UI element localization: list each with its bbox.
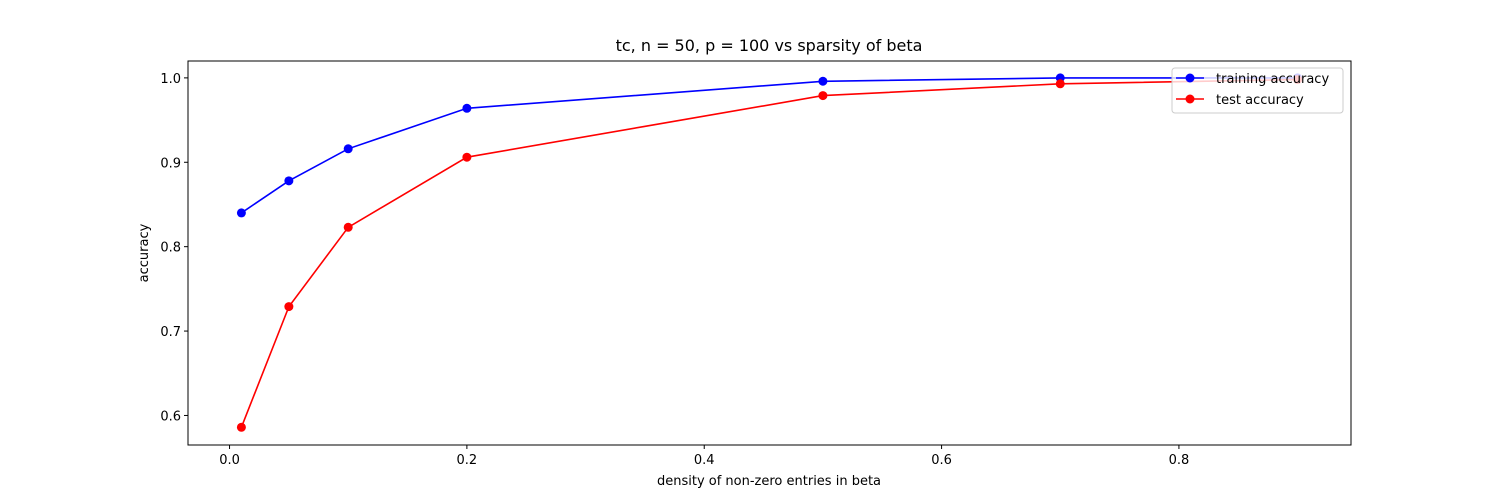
- plot-frame: [187, 60, 1352, 446]
- legend-label-test: test accuracy: [1216, 93, 1304, 108]
- y-tick-label: 0.8: [160, 241, 181, 256]
- data-point-training: [236, 208, 246, 218]
- legend-frame: [1171, 67, 1344, 114]
- data-point-test: [818, 91, 828, 101]
- data-point-test: [284, 302, 294, 312]
- plot-series: [236, 73, 1303, 432]
- data-point-training: [343, 144, 353, 154]
- data-point-test: [343, 222, 353, 232]
- y-tick-label: 1.0: [160, 72, 181, 87]
- x-axis-label: density of non-zero entries in beta: [657, 474, 881, 489]
- x-tick-label: 0.4: [694, 453, 715, 468]
- legend-marker-training: [1185, 73, 1195, 83]
- x-tick-label: 0.0: [219, 453, 240, 468]
- y-tick-label: 0.6: [160, 409, 181, 424]
- legend-marker-test: [1185, 94, 1195, 104]
- x-axis-ticks: 0.0 0.2 0.4 0.6 0.8: [219, 445, 1189, 468]
- x-tick-label: 0.2: [457, 453, 478, 468]
- y-axis-label: accuracy: [137, 223, 152, 282]
- data-point-training: [462, 103, 472, 113]
- y-tick-label: 0.7: [160, 325, 181, 340]
- y-tick-label: 0.9: [160, 156, 181, 171]
- y-axis-ticks: 0.6 0.7 0.8 0.9 1.0: [160, 72, 188, 424]
- legend-label-training: training accuracy: [1216, 72, 1329, 87]
- data-point-training: [284, 176, 294, 186]
- data-point-training: [818, 76, 828, 86]
- chart-title: tc, n = 50, p = 100 vs sparsity of beta: [616, 36, 923, 55]
- data-point-test: [462, 152, 472, 162]
- data-point-test: [1055, 79, 1065, 89]
- x-tick-label: 0.8: [1169, 453, 1190, 468]
- legend: training accuracy test accuracy: [1171, 67, 1344, 114]
- x-tick-label: 0.6: [931, 453, 952, 468]
- data-point-test: [236, 422, 246, 432]
